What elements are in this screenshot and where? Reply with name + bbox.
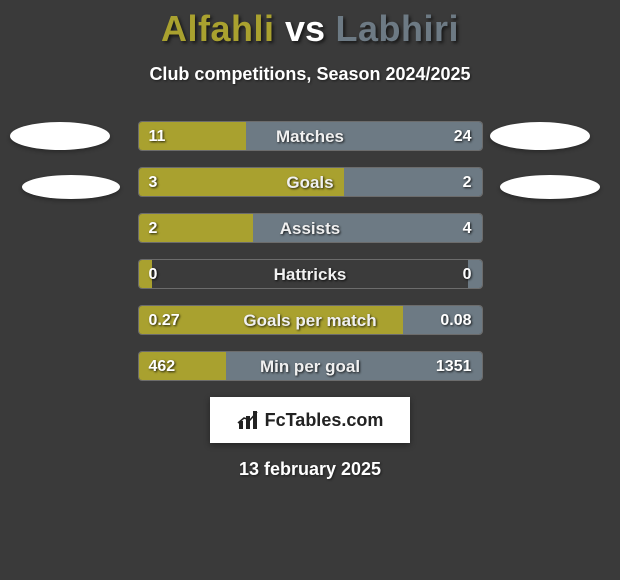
player1-name: Alfahli xyxy=(161,8,275,49)
stat-value-left: 0 xyxy=(149,260,158,289)
avatar-oval-right-top xyxy=(490,122,590,150)
subtitle: Club competitions, Season 2024/2025 xyxy=(0,64,620,85)
stat-value-right: 0.08 xyxy=(440,306,471,335)
stat-row: Hattricks0 0 xyxy=(138,259,483,289)
avatar-oval-left-top xyxy=(10,122,110,150)
stat-label: Matches xyxy=(139,122,482,151)
stat-row: Min per goal462 1351 xyxy=(138,351,483,381)
stat-value-right: 1351 xyxy=(436,352,472,381)
stat-row: Matches11 24 xyxy=(138,121,483,151)
stat-value-right: 0 xyxy=(463,260,472,289)
watermark-text: FcTables.com xyxy=(265,410,384,431)
watermark: FcTables.com xyxy=(210,397,410,443)
date-line: 13 february 2025 xyxy=(0,459,620,480)
stat-row: Assists2 4 xyxy=(138,213,483,243)
stat-label: Goals xyxy=(139,168,482,197)
stat-value-right: 4 xyxy=(463,214,472,243)
stat-label: Assists xyxy=(139,214,482,243)
stat-value-right: 24 xyxy=(454,122,472,151)
stat-value-left: 0.27 xyxy=(149,306,180,335)
avatar-oval-right-bottom xyxy=(500,175,600,199)
stat-value-left: 2 xyxy=(149,214,158,243)
stat-label: Min per goal xyxy=(139,352,482,381)
stat-label: Goals per match xyxy=(139,306,482,335)
vs-label: vs xyxy=(285,8,325,49)
title-row: Alfahli vs Labhiri xyxy=(0,0,620,50)
stat-row: Goals3 2 xyxy=(138,167,483,197)
player2-name: Labhiri xyxy=(335,8,459,49)
stat-value-left: 3 xyxy=(149,168,158,197)
stat-row: Goals per match0.27 0.08 xyxy=(138,305,483,335)
stats-area: Matches1124Goals32Assists24Hattricks00Go… xyxy=(138,121,483,381)
stat-value-left: 462 xyxy=(149,352,176,381)
avatar-oval-left-bottom xyxy=(22,175,120,199)
bar-chart-icon xyxy=(237,409,259,431)
stat-value-left: 11 xyxy=(149,122,166,151)
stat-label: Hattricks xyxy=(139,260,482,289)
stat-value-right: 2 xyxy=(463,168,472,197)
